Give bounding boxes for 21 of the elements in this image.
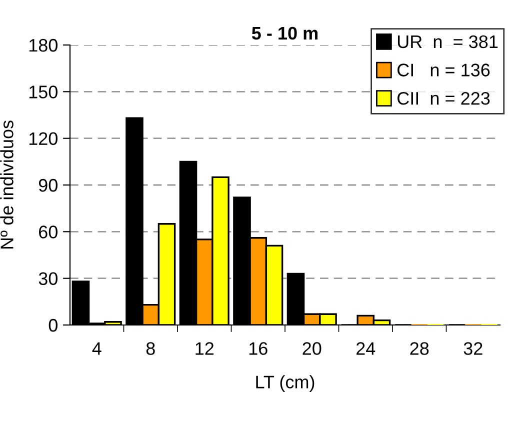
legend-label: CII n = 223 bbox=[398, 92, 490, 105]
chart-title: 5 - 10 m bbox=[252, 26, 318, 40]
x-tick-label: 16 bbox=[249, 342, 268, 355]
x-tick-label: 20 bbox=[302, 342, 322, 355]
x-tick-label: 4 bbox=[92, 342, 102, 355]
y-tick-label: 60 bbox=[39, 226, 58, 238]
x-axis-title: LT (cm) bbox=[256, 375, 314, 392]
y-tick-label: 90 bbox=[38, 178, 58, 192]
x-tick-label: 8 bbox=[146, 342, 155, 355]
x-tick-label: 28 bbox=[410, 342, 429, 355]
x-tick-label: 12 bbox=[196, 342, 214, 355]
y-tick-label: 120 bbox=[29, 132, 58, 146]
legend-label: CI n = 136 bbox=[398, 64, 490, 76]
y-tick-label: 150 bbox=[29, 86, 58, 98]
x-tick-label: 32 bbox=[464, 342, 482, 355]
legend-label: UR n = 381 bbox=[398, 35, 498, 48]
x-tick-label: 24 bbox=[356, 342, 376, 355]
y-tick-label: 0 bbox=[48, 318, 58, 332]
y-tick-label: 180 bbox=[29, 38, 58, 52]
y-tick-label: 30 bbox=[38, 272, 58, 286]
y-axis-title: Nº de individuos bbox=[0, 120, 14, 249]
